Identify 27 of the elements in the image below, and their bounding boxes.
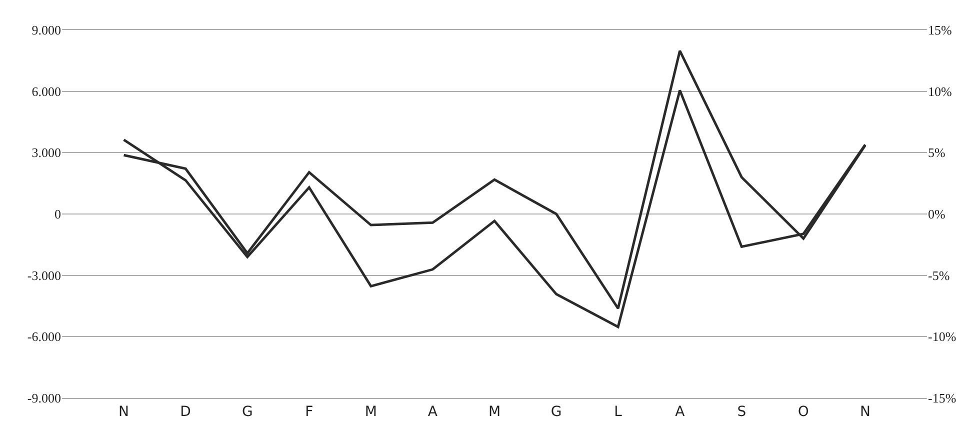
x-tick-label: O [798,404,809,420]
y-tick-label: 3.000 [32,145,61,160]
x-tick-label: M [488,404,501,420]
x-tick-label: A [428,404,438,420]
y2-tick-label: 10% [928,84,952,99]
x-tick-label: G [550,404,562,420]
y-tick-label: -9.000 [27,390,61,406]
y-tick-label: 0 [54,206,61,222]
x-tick-label: M [364,404,377,420]
y-tick-label: -6.000 [27,329,61,344]
x-tick-label: S [737,404,746,420]
x-tick-label: D [180,404,191,420]
y-tick-label: 9.000 [32,22,61,38]
x-tick-label: A [675,404,686,420]
y-tick-label: 6.000 [32,84,61,99]
y2-tick-label: 5% [928,145,946,160]
y2-tick-label: -15% [928,390,956,406]
x-tick-label: N [118,404,130,420]
y2-tick-label: -10% [928,329,956,344]
y-tick-label: -3.000 [27,268,61,283]
y2-tick-label: 15% [928,22,952,38]
x-tick-label: G [242,404,253,420]
y2-tick-label: 0% [928,206,946,222]
y2-tick-label: -5% [928,268,950,283]
x-tick-label: L [614,404,622,420]
x-tick-label: F [305,404,314,420]
x-tick-label: N [860,404,870,420]
